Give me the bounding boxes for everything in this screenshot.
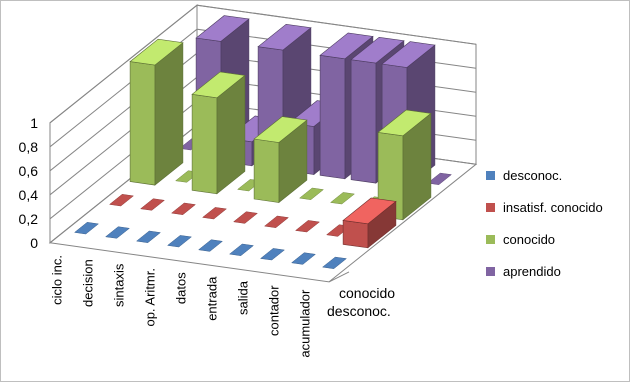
bar [135, 230, 162, 243]
x-tick-label: ciclo inc. [50, 255, 65, 305]
legend-item: aprendido [486, 260, 603, 282]
x-tick-label: decision [81, 259, 96, 307]
bar [170, 202, 197, 215]
y-tick-label: 0,6 [19, 163, 39, 179]
depth-label: conocido [339, 285, 395, 301]
x-tick-label: acumulador [298, 289, 313, 358]
x-tick-label: salida [236, 280, 251, 315]
x-tick-label: entrada [205, 276, 220, 321]
bar [129, 38, 184, 186]
x-tick-label: sintaxis [112, 263, 127, 307]
bar [139, 198, 166, 211]
legend: desconoc. insatisf. conocido conocido apren… [486, 164, 603, 292]
bar [108, 194, 135, 207]
legend-swatch [486, 170, 495, 180]
legend-label: insatisf. conocido [503, 199, 603, 215]
x-tick-label: contador [267, 285, 282, 336]
x-tick-label: datos [174, 272, 189, 304]
legend-swatch [486, 266, 495, 276]
bar [329, 192, 356, 205]
bar [197, 239, 224, 252]
bar [259, 248, 286, 261]
legend-label: conocido [503, 231, 556, 247]
bar [201, 207, 228, 220]
bar [294, 220, 321, 233]
bar [73, 222, 100, 235]
legend-item: desconoc. [486, 164, 603, 186]
bar [253, 116, 308, 204]
bar [342, 197, 397, 249]
bar [232, 211, 259, 224]
bar [377, 109, 432, 221]
bar [263, 215, 290, 228]
gridline [49, 4, 477, 124]
bar [166, 235, 193, 248]
x-tick-label: op. Aritmr. [143, 268, 158, 327]
legend-swatch [486, 234, 495, 244]
bar [228, 243, 255, 256]
bar [104, 226, 131, 239]
bar [298, 187, 325, 200]
bar [191, 71, 246, 195]
legend-swatch [486, 202, 495, 212]
bar [290, 252, 317, 265]
legend-label: desconoc. [503, 167, 563, 183]
y-tick-label: 0,8 [19, 139, 39, 155]
bar [321, 256, 348, 269]
legend-label: aprendido [503, 263, 561, 279]
y-tick-label: 0,4 [19, 187, 39, 203]
legend-item: insatisf. conocido [486, 196, 603, 218]
y-tick-label: 0 [30, 235, 38, 251]
depth-axis [328, 271, 350, 283]
y-tick-label: 0,2 [19, 211, 39, 227]
legend-item: conocido [486, 228, 603, 250]
y-tick-label: 1 [30, 115, 38, 131]
depth-label: desconoc. [327, 303, 391, 319]
bar [426, 172, 453, 185]
